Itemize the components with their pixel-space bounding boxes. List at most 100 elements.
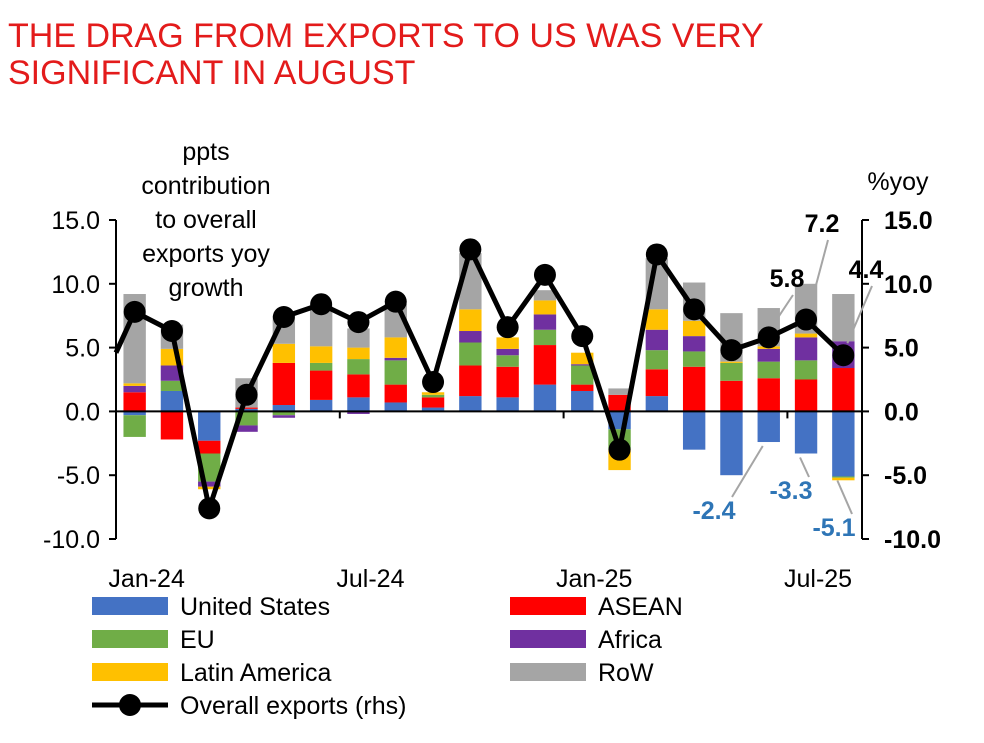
- overall-exports-point: [235, 383, 258, 406]
- bar-africa: [533, 314, 557, 330]
- legend: United States ASEAN EU Africa Latin America R…: [92, 593, 683, 720]
- bar-asean: [757, 378, 780, 412]
- bar-united-states: [645, 396, 669, 412]
- bar-latin-america: [533, 300, 557, 315]
- bar-latin-america: [347, 347, 370, 360]
- left-tick-label: -10.0: [43, 526, 100, 554]
- bar-africa: [384, 357, 407, 361]
- bar-united-states: [421, 407, 445, 412]
- bar-united-states: [794, 411, 818, 454]
- bar-row: [309, 305, 333, 347]
- bar-latin-america: [384, 337, 407, 358]
- overall-exports-point: [123, 300, 146, 323]
- bar-africa: [682, 336, 706, 352]
- bar-asean: [682, 366, 706, 412]
- line-label-leader: [809, 239, 829, 308]
- left-axis-title-line: contribution: [141, 172, 270, 200]
- bar-eu: [682, 351, 706, 367]
- bar-eu: [160, 380, 184, 391]
- bar-united-states: [160, 390, 184, 412]
- bar-africa: [496, 348, 519, 356]
- overall-exports-point: [533, 263, 556, 286]
- bar-latin-america: [720, 361, 743, 363]
- x-tick-label: Jul-25: [784, 565, 852, 593]
- right-tick-label: 15.0: [884, 207, 933, 235]
- overall-exports-point: [571, 325, 594, 348]
- bar-united-states: [571, 390, 594, 412]
- left-tick-label: 5.0: [65, 335, 100, 363]
- bar-eu: [720, 362, 743, 381]
- bar-latin-america: [832, 477, 855, 481]
- overall-exports-point: [347, 311, 370, 334]
- bar-latin-america: [309, 346, 333, 363]
- bar-africa: [757, 348, 780, 362]
- bar-united-states: [832, 411, 855, 477]
- bar-asean: [384, 384, 407, 403]
- overall-exports-point: [608, 438, 631, 461]
- overall-exports-point: [645, 243, 668, 266]
- left-axis-title-line: ppts: [182, 138, 229, 166]
- x-tick-label: Jul-24: [336, 565, 404, 593]
- bar-asean: [720, 380, 743, 412]
- bar-united-states: [347, 397, 370, 412]
- bar-eu: [571, 365, 594, 385]
- us-label-leader: [836, 480, 853, 515]
- overall-exports-point: [832, 344, 855, 367]
- bar-latin-america: [794, 333, 818, 338]
- legend-swatch-latin-america: [92, 663, 168, 681]
- bar-asean: [832, 368, 855, 412]
- bar-united-states: [682, 411, 706, 450]
- bar-asean: [459, 365, 482, 397]
- left-tick-label: 10.0: [51, 271, 100, 299]
- bar-eu: [794, 360, 818, 380]
- bar-eu: [347, 359, 370, 375]
- bar-united-states: [757, 411, 780, 443]
- line-data-label: 4.4: [849, 256, 884, 284]
- bar-asean: [645, 369, 669, 397]
- bar-united-states: [533, 384, 557, 412]
- overall-exports-point: [198, 497, 221, 520]
- bar-eu: [123, 415, 146, 437]
- line-label-leader: [846, 285, 873, 344]
- overall-exports-line-layer: [113, 238, 855, 520]
- bar-eu: [757, 361, 780, 379]
- left-axis-title-line: to overall: [155, 206, 256, 234]
- bar-africa: [198, 481, 221, 487]
- bar-latin-america: [682, 320, 706, 337]
- bar-asean: [496, 366, 519, 398]
- bar-eu: [459, 342, 482, 366]
- legend-label-africa: Africa: [598, 626, 662, 654]
- axes: 15.0 15.0 10.0 10.0 5.0 5.0 0.0 0.0 -5.0 -5.0 -10.…: [43, 207, 941, 593]
- bar-asean: [421, 397, 445, 408]
- legend-swatch-africa: [510, 630, 586, 648]
- legend-swatch-row: [510, 663, 586, 681]
- bar-latin-america: [571, 352, 594, 365]
- left-tick-label: -5.0: [57, 462, 100, 490]
- bar-asean: [347, 374, 370, 398]
- bar-united-states: [123, 411, 146, 416]
- bar-asean: [272, 362, 296, 406]
- bar-row: [832, 294, 855, 342]
- legend-swatch-asean: [510, 597, 586, 615]
- bar-united-states: [459, 396, 482, 412]
- overall-exports-point: [496, 316, 519, 339]
- us-data-label: -5.1: [812, 514, 855, 542]
- bar-latin-america: [459, 309, 482, 332]
- axis-titles: ppts contribution to overall exports yoy gro…: [141, 138, 929, 302]
- bar-eu: [533, 329, 557, 346]
- bar-eu: [645, 350, 669, 370]
- bar-row: [533, 290, 557, 301]
- left-axis-title-line: exports yoy: [142, 240, 270, 268]
- us-data-label: -2.4: [692, 497, 735, 525]
- left-tick-label: 15.0: [51, 207, 100, 235]
- right-tick-label: 5.0: [884, 335, 919, 363]
- bar-row: [347, 328, 370, 348]
- us-label-leader: [799, 457, 810, 478]
- legend-marker-overall-exports-rhs: [119, 694, 141, 716]
- bar-africa: [459, 331, 482, 343]
- legend-label-latin-america: Latin America: [180, 659, 332, 687]
- x-tick-label: Jan-24: [108, 565, 185, 593]
- bar-africa: [235, 425, 258, 432]
- bar-eu: [384, 360, 407, 385]
